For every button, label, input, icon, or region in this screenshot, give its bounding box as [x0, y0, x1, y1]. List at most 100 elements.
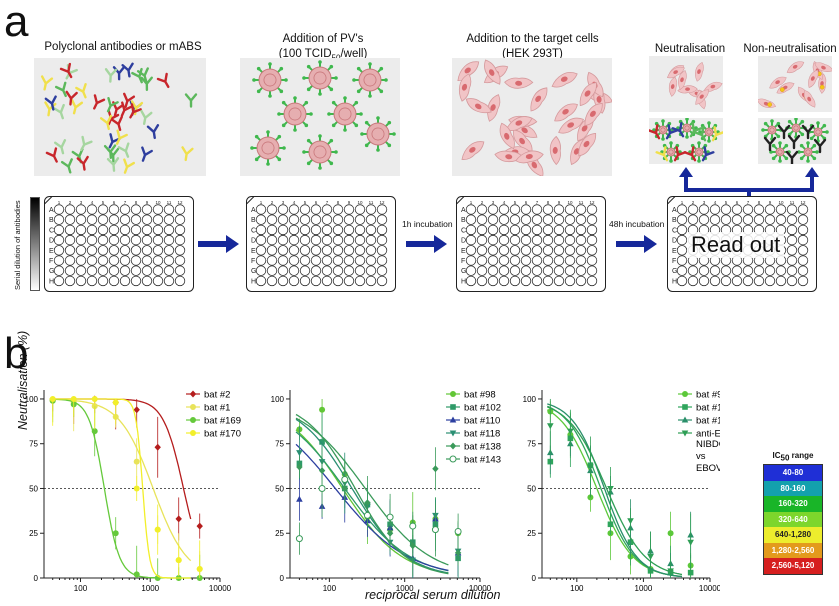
- plate-well: [152, 204, 164, 215]
- data-point: [567, 428, 574, 435]
- plate-well: [365, 245, 377, 256]
- plate-well: [299, 275, 311, 287]
- plate-well: [709, 204, 721, 215]
- plate-well: [542, 245, 554, 256]
- x-tick-label: 100: [74, 584, 88, 593]
- plate-well: [53, 214, 65, 225]
- legend-label: bat #143: [464, 455, 501, 466]
- plate-well: [354, 255, 366, 266]
- plate-well: [786, 255, 798, 266]
- plate-well: [299, 255, 311, 266]
- plate-well: [299, 224, 311, 236]
- arrow-right-icon: [616, 235, 657, 253]
- pseudovirus-particle-icon: [302, 134, 338, 170]
- plate-well: [310, 214, 322, 225]
- plate-well: [277, 204, 289, 215]
- plate-column-label: 2: [481, 200, 484, 205]
- plate-well: [720, 265, 732, 276]
- ic50-range-3: 320-640: [764, 511, 822, 527]
- data-point: [190, 417, 196, 423]
- plate-well: [130, 204, 142, 215]
- antibody-icon: [45, 147, 58, 163]
- plate-well: [376, 204, 388, 215]
- plate-column-label: 5: [725, 200, 728, 205]
- plate-well: [797, 255, 809, 266]
- plate-well: [321, 275, 333, 287]
- plate-row-label: A: [49, 207, 54, 214]
- plate-well: [130, 224, 142, 236]
- plate-well: [465, 224, 477, 236]
- plate-well: [53, 204, 65, 215]
- free-virus-icon: [761, 117, 829, 166]
- plate-well: [498, 224, 510, 236]
- plate-row-label: C: [461, 227, 466, 234]
- plate-well: [520, 204, 532, 215]
- plate-well: [299, 265, 311, 276]
- legend-label: bat #99: [696, 390, 720, 401]
- plate-row-label: G: [49, 268, 54, 275]
- antibody-icon: [110, 115, 123, 132]
- plate-well: [86, 204, 98, 215]
- pseudovirus-particle-icon: [769, 141, 791, 163]
- plate-well: [174, 245, 186, 256]
- plate-well: [97, 265, 109, 276]
- cell-icon: [808, 69, 819, 89]
- ic50-range-5: 1,280-2,560: [764, 542, 822, 558]
- plate-well: [53, 275, 65, 287]
- plate-well: [119, 214, 131, 225]
- plate-well: [332, 255, 344, 266]
- data-point: [687, 539, 694, 546]
- legend-label: bat #169: [204, 416, 241, 427]
- plate-well: [753, 265, 765, 276]
- plate-well: [465, 234, 477, 246]
- plate-well: [731, 204, 743, 215]
- plate-well: [86, 214, 98, 225]
- plate-column-label: 6: [113, 200, 116, 205]
- plate-well: [86, 245, 98, 256]
- plate-well: [255, 275, 267, 287]
- plate-well: [64, 214, 76, 225]
- cell-icon: [515, 150, 544, 164]
- plate-well: [343, 204, 355, 215]
- legend-label: bat #102: [464, 403, 501, 414]
- plate-well: [509, 255, 521, 266]
- plate-well: [687, 265, 699, 276]
- plate-well: [75, 214, 87, 225]
- plate-row-label: C: [49, 227, 54, 234]
- plate-well: [476, 224, 488, 236]
- plate-well: [797, 265, 809, 276]
- plate-well: [64, 204, 76, 215]
- data-point: [607, 485, 614, 492]
- y-tick-label: 25: [29, 529, 38, 538]
- plate-well: [520, 234, 532, 246]
- plate-well: [498, 255, 510, 266]
- plate-column-label: 4: [293, 200, 296, 205]
- plate-well: [509, 234, 521, 246]
- plate-well: [676, 214, 688, 225]
- antibody-icon: [129, 103, 142, 119]
- plate-well: [130, 275, 142, 287]
- plate-well: [266, 224, 278, 236]
- plate-well: [520, 275, 532, 287]
- plate-well: [676, 224, 688, 236]
- plate-row-label: E: [672, 248, 677, 255]
- plate-well: [64, 234, 76, 246]
- plate-well: [119, 224, 131, 236]
- healthy-cells-icon: [666, 61, 723, 110]
- ic50-range-6: 2,560-5,120: [764, 558, 822, 574]
- step-title-add-pv: Addition of PV's (100 TCID50/well): [238, 32, 408, 64]
- data-point: [454, 527, 462, 535]
- antibody-icon: [123, 92, 136, 108]
- plate-column-label: 9: [348, 200, 351, 205]
- data-point: [341, 476, 349, 484]
- plate-well: [376, 214, 388, 225]
- plate-well: [698, 275, 710, 287]
- antibody-icon: [104, 68, 118, 83]
- readout-label: Read out: [687, 232, 785, 258]
- pseudovirus-particle-icon: [360, 116, 396, 152]
- plate-well: [53, 245, 65, 256]
- plate-well: [354, 245, 366, 256]
- ic50-legend: 40-80 80-160 160-320 320-640 640-1,280 1,280-…: [763, 464, 823, 575]
- plate-well: [343, 275, 355, 287]
- plate-well: [163, 234, 175, 246]
